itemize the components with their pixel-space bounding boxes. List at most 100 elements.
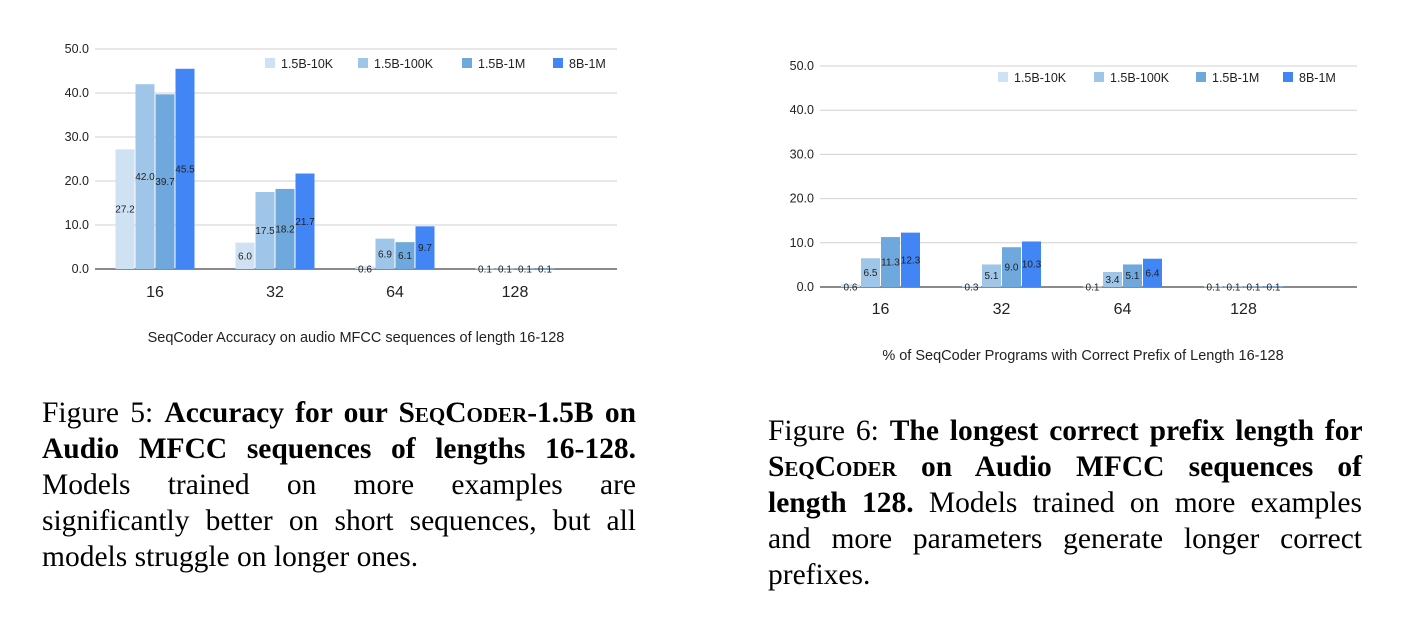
figure6-bold-b: on Audio MFCC sequences of length 128.	[768, 451, 1362, 519]
chart1-data-label: 6.0	[238, 251, 252, 262]
chart2-data-label: 0.1	[1247, 283, 1261, 294]
chart2-legend-label: 1.5B-1M	[1212, 71, 1259, 85]
figure5-bold-b: -1.5B on Audio MFCC sequences of lengths…	[42, 397, 636, 465]
chart2-data-label: 0.3	[965, 283, 979, 294]
figure6-bold-a: The longest correct prefix length for	[889, 415, 1363, 447]
chart2-data-label: 6.5	[864, 268, 878, 279]
chart1-bar	[115, 149, 135, 269]
chart1-bar	[535, 268, 555, 270]
chart2-data-label: 3.4	[1106, 275, 1120, 286]
chart2-bar	[861, 258, 880, 287]
chart2-data-label: 5.1	[985, 271, 999, 282]
chart1-ytick-label: 40.0	[65, 86, 89, 100]
chart2-bar	[881, 237, 900, 287]
chart2-ytick-label: 0.0	[797, 280, 814, 294]
chart2-xtick-label: 16	[872, 301, 890, 318]
chart1-bar	[475, 268, 495, 270]
chart2-bar	[1204, 286, 1223, 288]
chart2-ytick-label: 20.0	[790, 192, 814, 206]
chart1-data-label: 0.1	[498, 265, 512, 276]
chart1-data-label: 45.5	[175, 164, 195, 175]
chart1-bar	[255, 192, 275, 269]
chart2-data-label: 0.1	[1207, 283, 1221, 294]
chart1-data-label: 9.7	[418, 243, 432, 254]
chart2-bar	[1083, 286, 1102, 288]
chart1-legend-label: 8B-1M	[569, 57, 606, 71]
chart1-legend-swatch	[358, 58, 368, 68]
chart2-data-label: 0.1	[1267, 283, 1281, 294]
chart2-bar	[1022, 241, 1041, 287]
chart2-ytick-label: 30.0	[790, 147, 814, 161]
chart2-bar	[1244, 286, 1263, 288]
chart2-xtick-label: 64	[1114, 301, 1132, 318]
chart1-xtick-label: 64	[386, 284, 404, 301]
chart1-data-label: 6.1	[398, 251, 412, 262]
chart2-bar	[982, 264, 1001, 287]
chart1-bar	[375, 238, 395, 269]
chart2-bar	[1264, 286, 1283, 288]
chart2-legend-label: 8B-1M	[1299, 71, 1336, 85]
chart2-legend-swatch	[1283, 72, 1293, 82]
chart1-title: SeqCoder Accuracy on audio MFCC sequence…	[148, 330, 565, 346]
chart1-data-label: 0.1	[478, 265, 492, 276]
chart1-data-label: 0.1	[538, 265, 552, 276]
chart1-data-label: 0.6	[358, 265, 372, 276]
chart2-data-label: 0.6	[844, 283, 858, 294]
chart1-ytick-label: 30.0	[65, 130, 89, 144]
chart2-xtick-label: 128	[1230, 301, 1257, 318]
chart2-data-label: 0.1	[1227, 283, 1241, 294]
chart1-xtick-label: 16	[146, 284, 164, 301]
chart1-data-label: 21.7	[295, 217, 315, 228]
chart1-bar	[235, 242, 255, 269]
chart1-legend-swatch	[553, 58, 563, 68]
chart1-ytick-label: 20.0	[65, 174, 89, 188]
chart1-ytick-label: 10.0	[65, 218, 89, 232]
chart2-title: % of SeqCoder Programs with Correct Pref…	[882, 348, 1283, 364]
figure5-model-name: SeqCoder	[398, 397, 528, 429]
chart2-ytick-label: 10.0	[790, 236, 814, 250]
chart1-bar	[395, 242, 415, 269]
chart1-data-label: 6.9	[378, 249, 392, 260]
chart1-xtick-label: 32	[266, 284, 284, 301]
chart2-bar	[962, 285, 981, 287]
chart2-xtick-label: 32	[993, 301, 1011, 318]
chart1-data-label: 17.5	[255, 226, 275, 237]
chart1-bar	[355, 266, 375, 269]
chart1-ytick-label: 50.0	[65, 42, 89, 56]
chart2-bar	[1224, 286, 1243, 288]
figure5-caption: Figure 5: Accuracy for our SeqCoder-1.5B…	[42, 395, 636, 575]
chart2-ytick-label: 40.0	[790, 103, 814, 117]
chart2-data-label: 12.3	[901, 255, 921, 266]
chart2-ytick-label: 50.0	[790, 59, 814, 73]
chart1-legend-label: 1.5B-100K	[374, 57, 434, 71]
figure5-label: Figure 5:	[42, 397, 154, 429]
chart2-legend-swatch	[1196, 72, 1206, 82]
chart2-bar	[1123, 264, 1142, 287]
chart1-legend-swatch	[265, 58, 275, 68]
chart2-data-label: 0.1	[1086, 283, 1100, 294]
chart2-bar	[1143, 258, 1162, 287]
chart2-data-label: 11.3	[881, 258, 900, 269]
chart2-bar	[841, 284, 860, 287]
chart1-bar	[415, 226, 435, 269]
chart2-legend-label: 1.5B-100K	[1110, 71, 1170, 85]
chart1-data-label: 42.0	[135, 172, 155, 183]
figure6-label: Figure 6:	[768, 415, 879, 447]
chart2-bar	[1002, 247, 1021, 287]
chart1-data-label: 0.1	[518, 265, 532, 276]
chart1-bar	[155, 94, 175, 269]
figure5-description: Models trained on more examples are sign…	[42, 469, 636, 573]
chart1-data-label: 18.2	[275, 224, 295, 235]
figure5-bold-a: Accuracy for our	[164, 397, 388, 429]
chart1-bar	[515, 268, 535, 270]
chart2-data-label: 10.3	[1022, 260, 1042, 271]
chart1-legend-label: 1.5B-1M	[478, 57, 525, 71]
chart2-bar	[901, 232, 920, 287]
chart1-ytick-label: 0.0	[72, 262, 89, 276]
chart2-bar	[1103, 271, 1122, 287]
chart1-data-label: 39.7	[155, 177, 175, 188]
chart1-bar	[175, 68, 195, 269]
chart1-bar	[495, 268, 515, 270]
chart1-bar	[275, 188, 295, 269]
